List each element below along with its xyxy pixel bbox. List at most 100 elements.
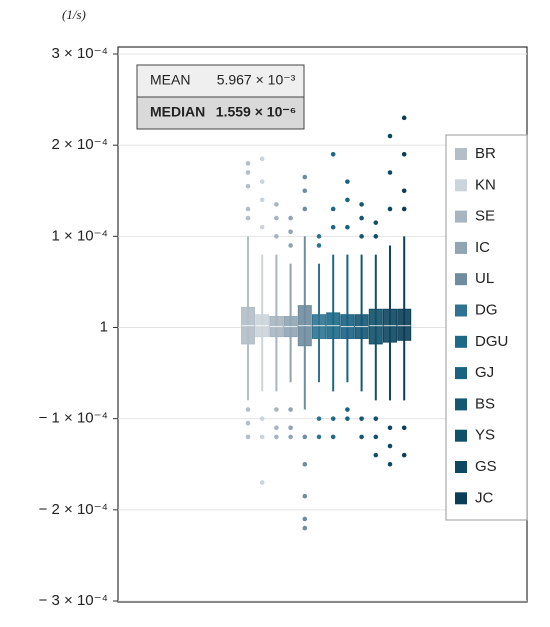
outlier-point [274, 434, 279, 440]
y-tick-label: − 1 × 10⁻⁴ [39, 410, 108, 427]
legend-label: SE [475, 208, 495, 225]
outlier-point [274, 215, 279, 221]
outlier-point [274, 425, 279, 431]
y-tick-label: 1 × 10⁻⁴ [52, 227, 108, 244]
outlier-point [345, 224, 350, 230]
outlier-point [245, 407, 251, 412]
outlier-point [245, 183, 251, 189]
legend-swatch [455, 367, 467, 380]
outlier-point [330, 224, 336, 230]
legend-swatch [455, 179, 467, 192]
legend-swatch [455, 335, 467, 348]
outlier-point [387, 206, 393, 212]
y-tick-label: − 2 × 10⁻⁴ [39, 501, 108, 518]
outlier-point [373, 234, 379, 239]
legend-label: DGU [475, 333, 508, 350]
legend-label: KN [475, 176, 496, 193]
outlier-point [259, 480, 265, 485]
outlier-point [373, 452, 379, 458]
box [397, 308, 412, 341]
outlier-point [345, 197, 350, 203]
legend-label: IC [475, 239, 490, 256]
outlier-point [245, 420, 251, 426]
legend-label: UL [475, 270, 494, 287]
outlier-point [302, 461, 308, 467]
table-value: 5.967 × 10⁻³ [217, 72, 296, 88]
box [312, 314, 326, 339]
outlier-point [302, 188, 308, 194]
outlier-point [302, 174, 308, 180]
outlier-point [274, 234, 279, 239]
outlier-point [288, 425, 293, 431]
outlier-point [245, 215, 251, 221]
legend-box [445, 134, 528, 521]
outlier-point [302, 525, 308, 531]
legend-label: GJ [475, 364, 494, 381]
outlier-point [302, 434, 308, 440]
legend-swatch [455, 429, 467, 442]
outlier-point [330, 206, 336, 212]
table-label: MEDIAN [150, 104, 205, 120]
y-tick-label: 2 × 10⁻⁴ [52, 136, 108, 153]
legend-swatch [455, 241, 467, 254]
legend-label: BR [475, 145, 496, 162]
outlier-point [401, 151, 407, 157]
outlier-point [316, 434, 322, 440]
outlier-point [302, 516, 308, 522]
outlier-point [274, 202, 279, 207]
outlier-point [345, 416, 350, 421]
box [368, 308, 383, 345]
y-tick-label: 3 × 10⁻⁴ [52, 45, 108, 62]
outlier-point [401, 452, 407, 458]
outlier-point [387, 425, 393, 431]
outlier-point [245, 206, 251, 212]
outlier-point [330, 434, 336, 440]
outlier-point [259, 179, 265, 184]
outlier-point [373, 416, 379, 421]
legend-label: GS [475, 458, 497, 475]
outlier-point [302, 493, 308, 499]
legend-swatch [455, 273, 467, 286]
outlier-point [288, 434, 293, 440]
outlier-point [245, 161, 251, 166]
outlier-point [259, 434, 265, 440]
outlier-point [359, 434, 364, 440]
outlier-point [259, 197, 265, 203]
legend-label: JC [475, 489, 494, 506]
legend-swatch [455, 398, 467, 411]
legend-swatch [455, 304, 467, 317]
outlier-point [359, 202, 364, 207]
outlier-point [387, 133, 393, 139]
outlier-point [288, 215, 293, 221]
outlier-point [316, 243, 322, 248]
outlier-point [373, 220, 379, 225]
outlier-point [274, 407, 279, 412]
outlier-point [288, 407, 293, 412]
outlier-point [359, 234, 364, 239]
outlier-point [316, 416, 322, 421]
outlier-point [345, 407, 350, 412]
table-value: 1.559 × 10⁻⁶ [216, 104, 296, 120]
outlier-point [345, 179, 350, 184]
outlier-point [288, 243, 293, 248]
outlier-point [359, 215, 364, 221]
outlier-point [316, 234, 322, 239]
table-row-bg [136, 96, 305, 130]
outlier-point [401, 188, 407, 194]
legend-label: BS [475, 395, 495, 412]
outlier-point [330, 416, 336, 421]
legend-swatch [455, 148, 467, 160]
legend-swatch [455, 461, 467, 473]
outlier-point [245, 434, 251, 440]
legend-label: DG [475, 301, 498, 318]
outlier-point [302, 206, 308, 212]
outlier-point [330, 151, 336, 157]
outlier-point [387, 461, 393, 467]
legend-label: YS [475, 427, 495, 444]
outlier-point [259, 416, 265, 421]
outlier-point [359, 416, 364, 421]
legend-swatch [455, 492, 467, 505]
outlier-point [401, 206, 407, 212]
outlier-point [387, 443, 393, 449]
